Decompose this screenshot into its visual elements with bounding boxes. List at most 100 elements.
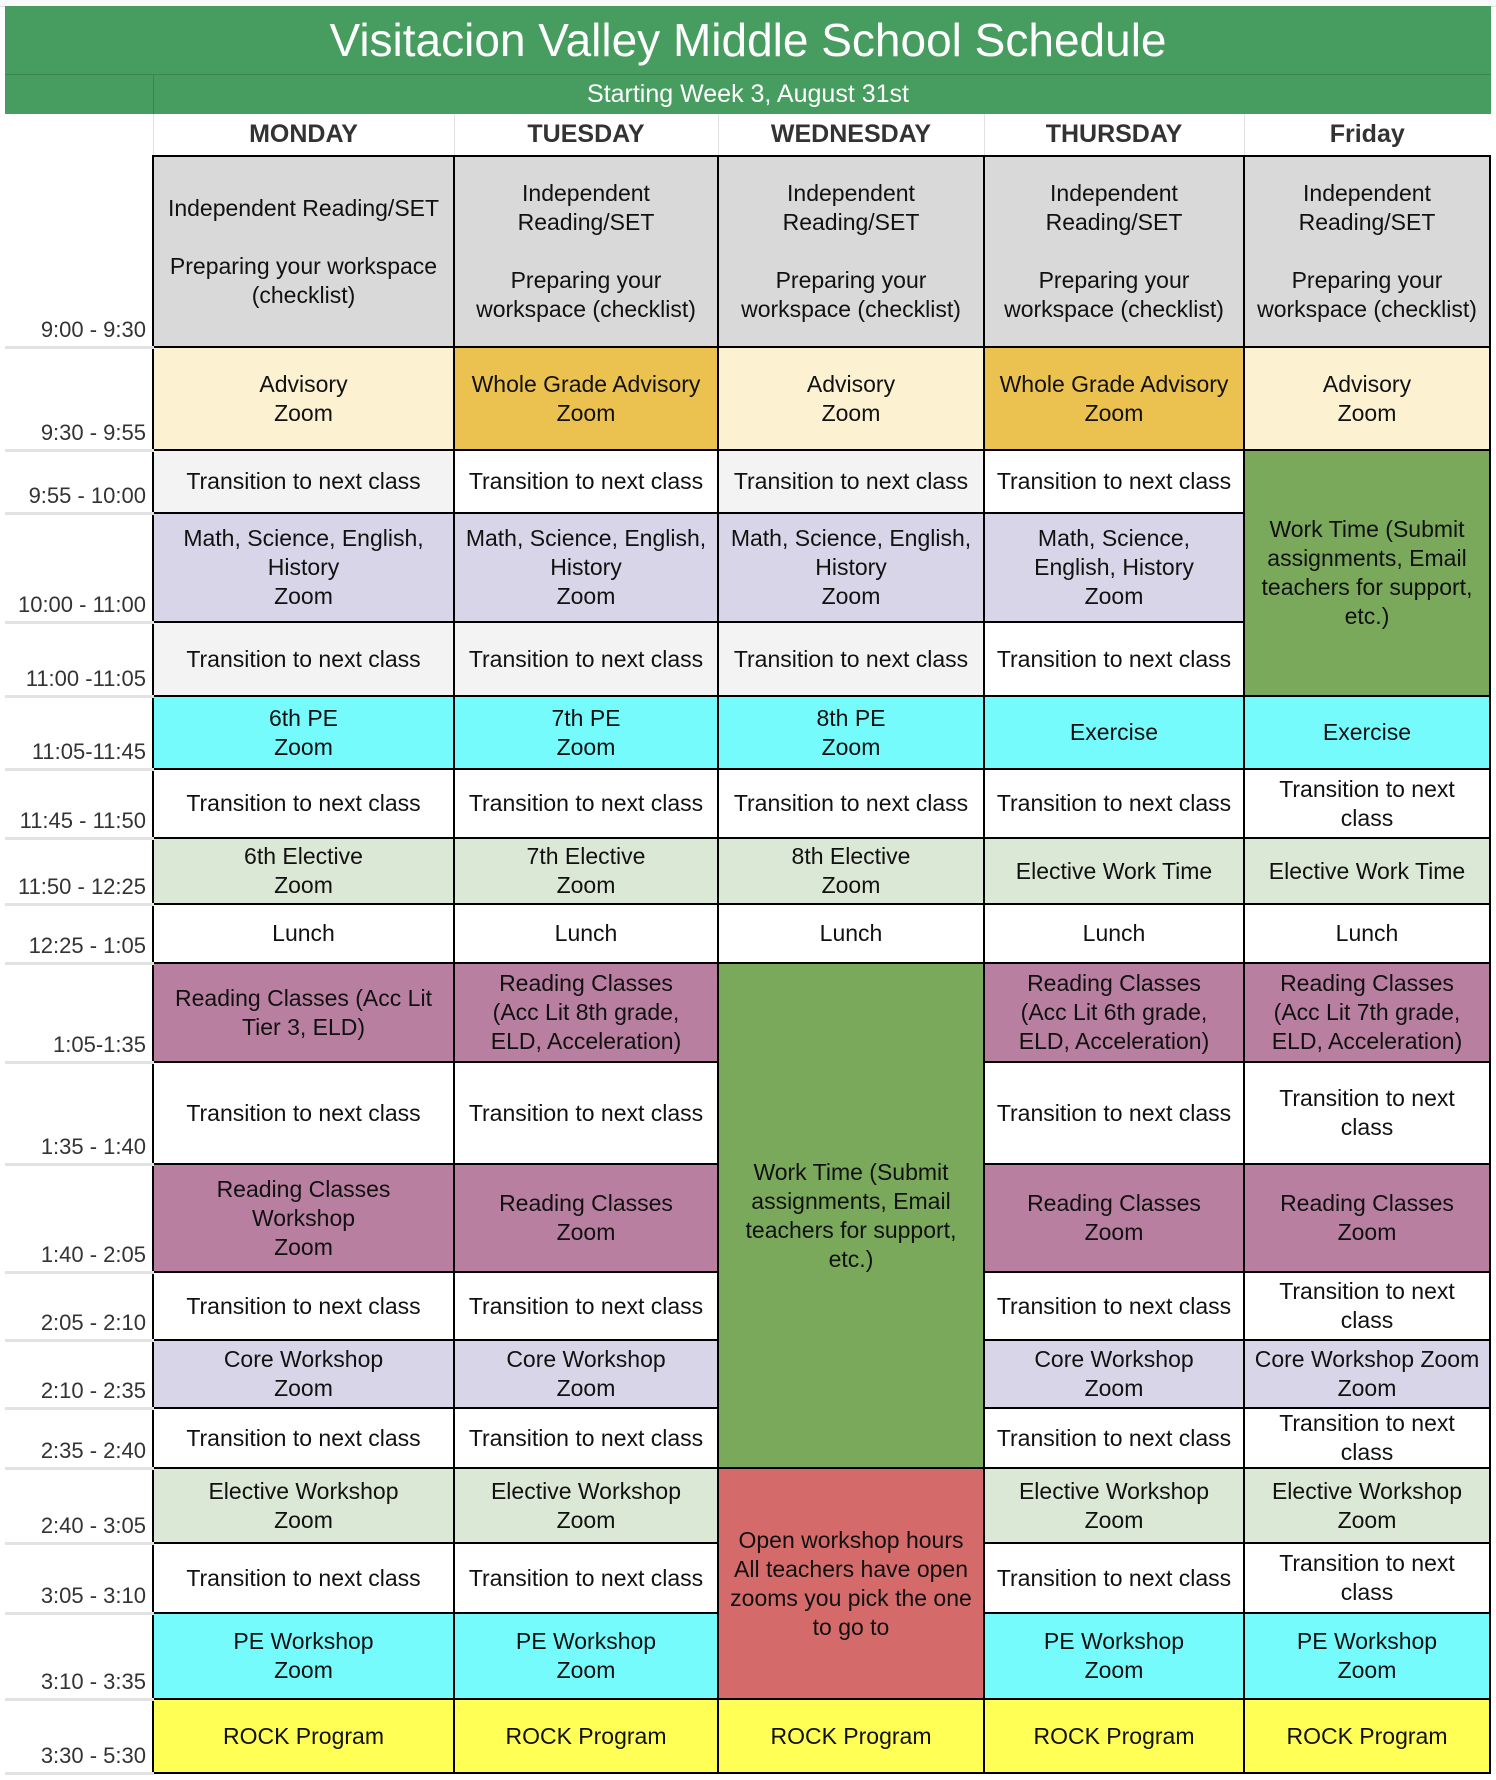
schedule-cell[interactable]: Transition to next class — [453, 768, 719, 839]
schedule-cell[interactable]: ROCK Program — [453, 1698, 719, 1774]
schedule-cell[interactable]: Lunch — [1243, 903, 1491, 964]
schedule-cell[interactable]: Transition to next class — [717, 621, 985, 697]
schedule-cell[interactable]: Transition to next class — [983, 1542, 1245, 1614]
time-slot-label[interactable]: 12:25 - 1:05 — [5, 904, 153, 965]
time-slot-label[interactable]: 1:05-1:35 — [5, 963, 153, 1064]
schedule-cell[interactable]: Transition to next class — [453, 621, 719, 697]
time-slot-label[interactable]: 2:35 - 2:40 — [5, 1408, 153, 1470]
schedule-cell[interactable]: PE Workshop Zoom — [453, 1612, 719, 1700]
schedule-cell[interactable]: Lunch — [983, 903, 1245, 964]
time-slot-label[interactable]: 9:30 - 9:55 — [5, 347, 153, 452]
schedule-cell[interactable]: Transition to next class — [983, 449, 1245, 514]
schedule-cell[interactable]: Transition to next class — [983, 768, 1245, 839]
time-slot-label[interactable]: 10:00 - 11:00 — [5, 513, 153, 624]
schedule-cell[interactable]: Transition to next class — [1243, 1542, 1491, 1614]
corner-cell[interactable] — [5, 114, 153, 156]
schedule-cell[interactable]: Transition to next class — [453, 1407, 719, 1469]
time-slot-label[interactable]: 11:00 -11:05 — [5, 622, 153, 698]
schedule-cell[interactable]: Reading Classes Zoom — [1243, 1163, 1491, 1273]
schedule-cell[interactable]: Work Time (Submit assignments, Email tea… — [717, 962, 985, 1469]
schedule-cell[interactable]: Whole Grade Advisory Zoom — [983, 346, 1245, 451]
time-slot-label[interactable]: 2:40 - 3:05 — [5, 1468, 153, 1545]
schedule-cell[interactable]: Whole Grade Advisory Zoom — [453, 346, 719, 451]
schedule-cell[interactable]: Elective Workshop Zoom — [453, 1467, 719, 1544]
schedule-cell[interactable]: Reading Classes Zoom — [983, 1163, 1245, 1273]
schedule-cell[interactable]: PE Workshop Zoom — [983, 1612, 1245, 1700]
schedule-cell[interactable]: Transition to next class — [983, 621, 1245, 697]
day-header-friday[interactable]: Friday — [1243, 114, 1490, 156]
schedule-cell[interactable]: Transition to next class — [152, 1542, 455, 1614]
time-slot-label[interactable]: 11:05-11:45 — [5, 696, 153, 771]
schedule-cell[interactable]: Transition to next class — [983, 1061, 1245, 1165]
schedule-cell[interactable]: Math, Science, English, History Zoom — [983, 512, 1245, 623]
schedule-cell[interactable]: Elective Workshop Zoom — [1243, 1467, 1491, 1544]
schedule-cell[interactable]: Transition to next class — [152, 1061, 455, 1165]
day-header-wednesday[interactable]: WEDNESDAY — [717, 114, 984, 156]
schedule-cell[interactable]: Transition to next class — [1243, 1271, 1491, 1341]
schedule-cell[interactable]: Transition to next class — [1243, 768, 1491, 839]
schedule-cell[interactable]: Transition to next class — [453, 1061, 719, 1165]
schedule-cell[interactable]: Advisory Zoom — [1243, 346, 1491, 451]
schedule-cell[interactable]: Exercise — [983, 695, 1245, 770]
schedule-cell[interactable]: PE Workshop Zoom — [1243, 1612, 1491, 1700]
schedule-cell[interactable]: Reading Classes Workshop Zoom — [152, 1163, 455, 1273]
schedule-cell[interactable]: Independent Reading/SET Preparing your w… — [152, 155, 455, 348]
day-header-tuesday[interactable]: TUESDAY — [453, 114, 718, 156]
time-slot-label[interactable]: 2:05 - 2:10 — [5, 1272, 153, 1342]
schedule-cell[interactable]: Transition to next class — [152, 449, 455, 514]
time-slot-label[interactable]: 3:05 - 3:10 — [5, 1543, 153, 1615]
schedule-cell[interactable]: Transition to next class — [453, 1542, 719, 1614]
schedule-cell[interactable]: Transition to next class — [1243, 1061, 1491, 1165]
time-slot-label[interactable]: 2:10 - 2:35 — [5, 1340, 153, 1410]
schedule-cell[interactable]: 8th PE Zoom — [717, 695, 985, 770]
schedule-cell[interactable]: Independent Reading/SET Preparing your w… — [1243, 155, 1491, 348]
schedule-cell[interactable]: Elective Workshop Zoom — [152, 1467, 455, 1544]
schedule-cell[interactable]: Elective Work Time — [1243, 837, 1491, 905]
schedule-cell[interactable]: Transition to next class — [983, 1271, 1245, 1341]
schedule-cell[interactable]: ROCK Program — [1243, 1698, 1491, 1774]
time-slot-label[interactable]: 1:40 - 2:05 — [5, 1164, 153, 1274]
schedule-cell[interactable]: Elective Work Time — [983, 837, 1245, 905]
time-slot-label[interactable]: 9:55 - 10:00 — [5, 450, 153, 515]
schedule-cell[interactable]: Transition to next class — [453, 1271, 719, 1341]
time-slot-label[interactable]: 1:35 - 1:40 — [5, 1062, 153, 1166]
schedule-cell[interactable]: Elective Workshop Zoom — [983, 1467, 1245, 1544]
schedule-cell[interactable]: Reading Classes (Acc Lit 7th grade, ELD,… — [1243, 962, 1491, 1063]
schedule-cell[interactable]: Core Workshop Zoom — [983, 1339, 1245, 1409]
schedule-cell[interactable]: Transition to next class — [152, 768, 455, 839]
day-header-thursday[interactable]: THURSDAY — [983, 114, 1244, 156]
schedule-cell[interactable]: Math, Science, English, History Zoom — [152, 512, 455, 623]
schedule-cell[interactable]: Independent Reading/SET Preparing your w… — [983, 155, 1245, 348]
schedule-cell[interactable]: Math, Science, English, History Zoom — [453, 512, 719, 623]
time-slot-label[interactable]: 3:30 - 5:30 — [5, 1699, 153, 1775]
schedule-cell[interactable]: 6th Elective Zoom — [152, 837, 455, 905]
schedule-cell[interactable]: Independent Reading/SET Preparing your w… — [717, 155, 985, 348]
schedule-cell[interactable]: Math, Science, English, History Zoom — [717, 512, 985, 623]
schedule-cell[interactable]: Transition to next class — [983, 1407, 1245, 1469]
schedule-cell[interactable]: Lunch — [453, 903, 719, 964]
schedule-cell[interactable]: Reading Classes (Acc Lit 8th grade, ELD,… — [453, 962, 719, 1063]
schedule-cell[interactable]: Core Workshop Zoom Zoom — [1243, 1339, 1491, 1409]
subtitle-left-cell[interactable] — [5, 75, 154, 114]
schedule-cell[interactable]: Advisory Zoom — [152, 346, 455, 451]
schedule-cell[interactable]: PE Workshop Zoom — [152, 1612, 455, 1700]
schedule-cell[interactable]: Lunch — [152, 903, 455, 964]
schedule-cell[interactable]: Transition to next class — [1243, 1407, 1491, 1469]
schedule-cell[interactable]: Transition to next class — [152, 621, 455, 697]
day-header-monday[interactable]: MONDAY — [152, 114, 454, 156]
schedule-cell[interactable]: Independent Reading/SET Preparing your w… — [453, 155, 719, 348]
schedule-cell[interactable]: Transition to next class — [717, 449, 985, 514]
schedule-cell[interactable]: Lunch — [717, 903, 985, 964]
time-slot-label[interactable]: 11:50 - 12:25 — [5, 838, 153, 906]
schedule-cell[interactable]: Transition to next class — [152, 1271, 455, 1341]
time-slot-label[interactable]: 9:00 - 9:30 — [5, 156, 153, 349]
schedule-cell[interactable]: 7th PE Zoom — [453, 695, 719, 770]
schedule-cell[interactable]: Exercise — [1243, 695, 1491, 770]
schedule-cell[interactable]: Open workshop hours All teachers have op… — [717, 1467, 985, 1700]
schedule-cell[interactable]: Reading Classes Zoom — [453, 1163, 719, 1273]
schedule-cell[interactable]: 6th PE Zoom — [152, 695, 455, 770]
schedule-cell[interactable]: Reading Classes (Acc Lit 6th grade, ELD,… — [983, 962, 1245, 1063]
schedule-cell[interactable]: Transition to next class — [453, 449, 719, 514]
schedule-cell[interactable]: ROCK Program — [983, 1698, 1245, 1774]
schedule-cell[interactable]: Core Workshop Zoom — [453, 1339, 719, 1409]
